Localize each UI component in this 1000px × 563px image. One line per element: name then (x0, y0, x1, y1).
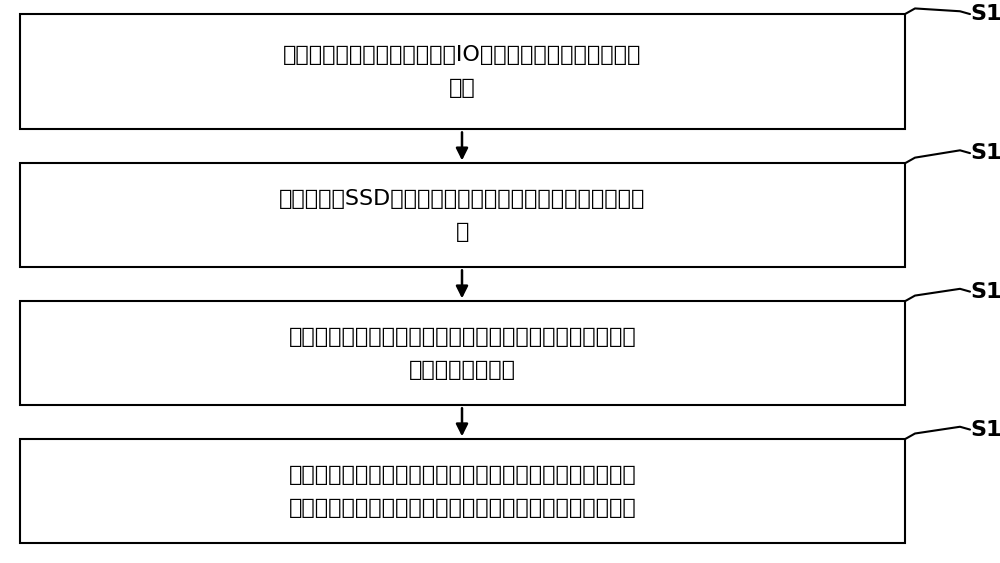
Text: 根据预先设置的优先级顺序从IO请求队列中读取待处理请求
命令: 根据预先设置的优先级顺序从IO请求队列中读取待处理请求 命令 (283, 46, 642, 98)
Bar (20, 163, 905, 267)
Text: S104: S104 (970, 419, 1000, 440)
Text: 根据所述处理通道的预设调度策略，判断所述待处理请求命
令是否可以被调度: 根据所述处理通道的预设调度策略，判断所述待处理请求命 令是否可以被调度 (289, 327, 636, 379)
Bar (20, 439, 905, 543)
Bar (20, 14, 905, 129)
Text: S103: S103 (970, 282, 1000, 302)
Bar (20, 301, 905, 405)
Text: S102: S102 (970, 143, 1000, 163)
Text: S101: S101 (970, 4, 1000, 24)
Text: 如果是，则将所述待处理请求命令放入所述处理通道的执行
队列中；如果否，则将所述待处理请求命令放入等待队列中: 如果是，则将所述待处理请求命令放入所述处理通道的执行 队列中；如果否，则将所述待… (289, 465, 636, 517)
Text: 确定多通道SSD固态盘中所述待处理请求命令对应的处理通
道: 确定多通道SSD固态盘中所述待处理请求命令对应的处理通 道 (279, 189, 646, 242)
